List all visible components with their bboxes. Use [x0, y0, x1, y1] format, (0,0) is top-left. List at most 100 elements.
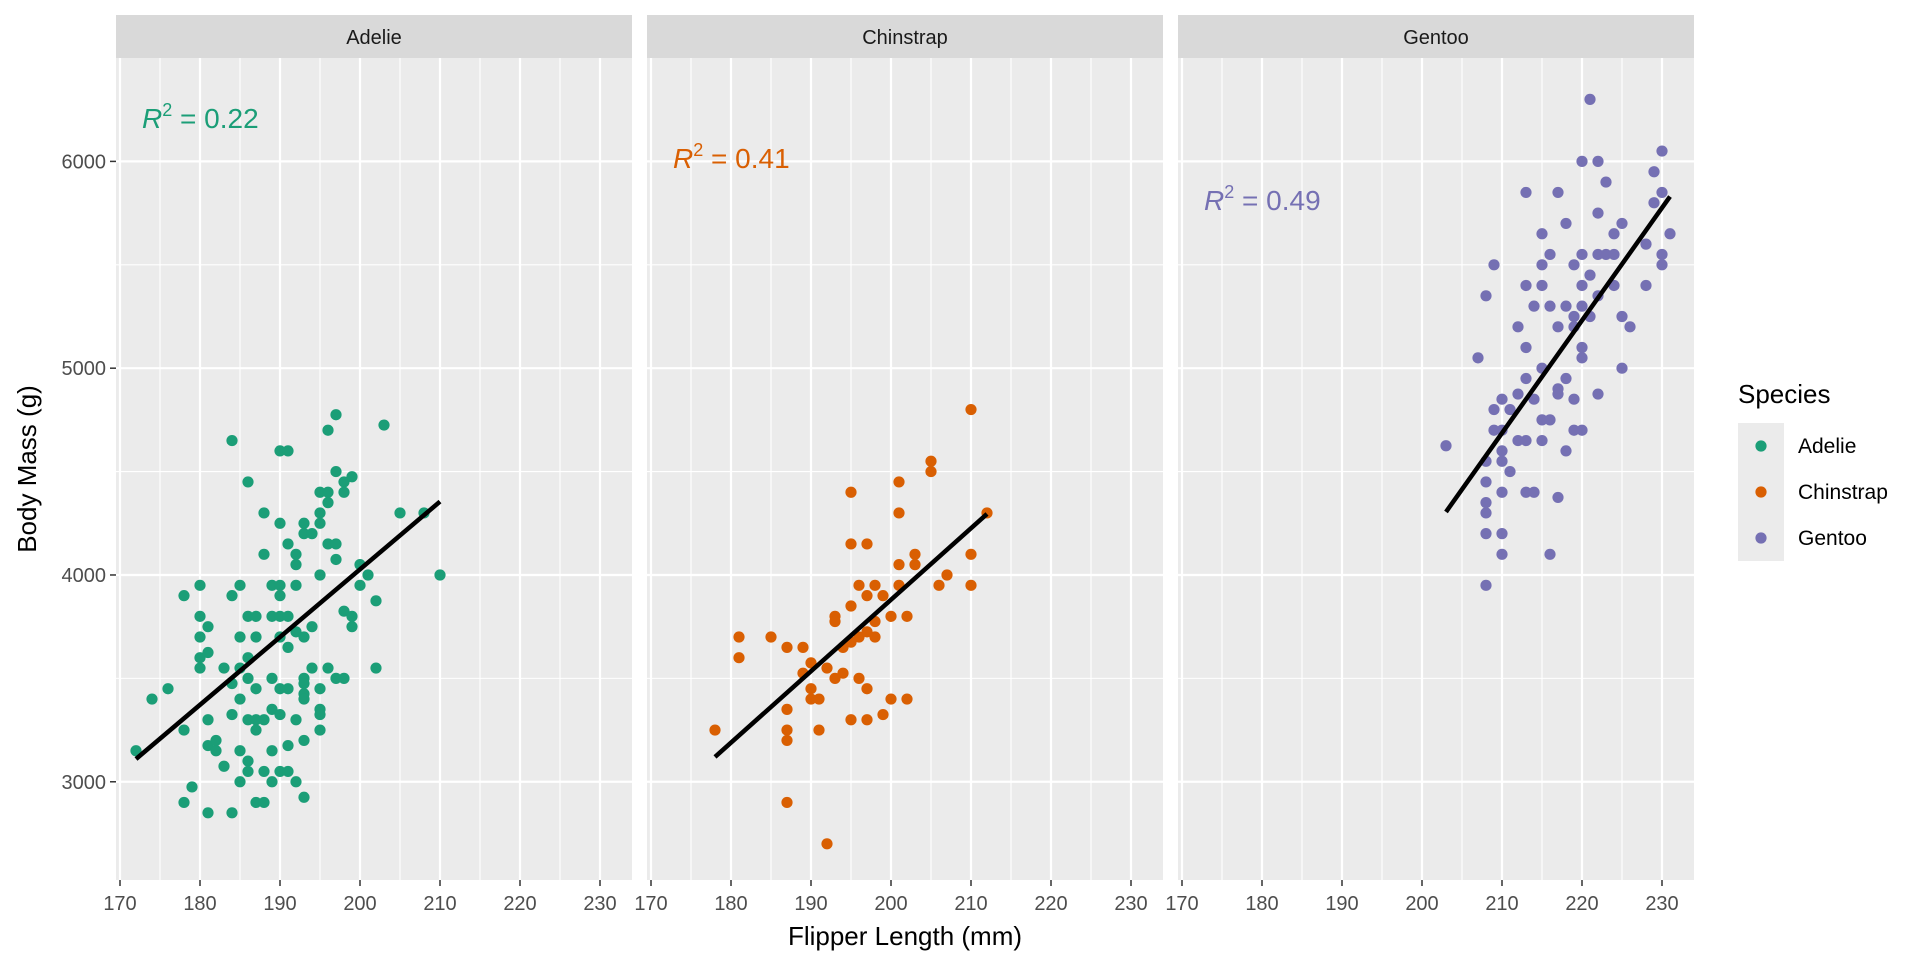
data-point	[1576, 341, 1588, 354]
x-tick-label: 210	[954, 893, 987, 915]
data-point	[178, 590, 190, 602]
data-point	[290, 714, 302, 726]
data-point	[346, 610, 358, 622]
data-point	[274, 590, 286, 602]
data-point	[781, 641, 793, 653]
data-point	[1480, 476, 1492, 488]
data-point	[1480, 290, 1492, 302]
data-point	[330, 672, 342, 684]
data-point	[250, 796, 262, 809]
data-point	[893, 507, 905, 519]
data-point	[282, 765, 294, 778]
data-point	[234, 745, 246, 757]
data-point	[314, 683, 326, 695]
data-point	[1488, 259, 1500, 271]
data-point	[1592, 388, 1604, 400]
data-point	[242, 672, 254, 684]
data-point	[781, 734, 793, 747]
data-point	[1560, 445, 1572, 457]
data-point	[258, 507, 270, 519]
data-point	[1608, 248, 1620, 261]
data-point	[314, 708, 326, 721]
data-point	[282, 683, 294, 695]
data-point	[965, 579, 977, 591]
data-point	[1496, 486, 1508, 498]
data-point	[202, 646, 214, 659]
data-point	[837, 667, 849, 679]
data-point	[274, 683, 286, 695]
data-point	[234, 631, 246, 643]
data-point	[1576, 352, 1588, 364]
data-point	[234, 579, 246, 591]
data-point	[322, 662, 334, 674]
x-tick-label: 180	[183, 893, 216, 915]
data-point	[314, 486, 326, 498]
y-axis-title: Body Mass (g)	[12, 385, 42, 553]
data-point	[1480, 497, 1492, 509]
data-point	[258, 714, 270, 726]
data-point	[242, 610, 254, 622]
x-tick-label: 180	[714, 893, 747, 915]
x-tick-label: 170	[634, 893, 667, 915]
data-point	[338, 605, 350, 617]
data-point	[234, 693, 246, 705]
x-tick-label: 210	[1485, 893, 1518, 915]
data-point	[146, 693, 158, 705]
data-point	[925, 455, 937, 467]
data-point	[1488, 403, 1500, 416]
data-point	[194, 652, 206, 664]
data-point	[1592, 155, 1604, 167]
data-point	[322, 538, 334, 550]
data-point	[178, 724, 190, 736]
data-point	[322, 486, 334, 498]
data-point	[781, 796, 793, 809]
data-point	[909, 559, 921, 571]
data-point	[1496, 455, 1508, 467]
data-point	[298, 517, 310, 529]
data-point	[434, 569, 446, 581]
data-point	[1584, 269, 1596, 281]
data-point	[821, 838, 833, 850]
data-point	[314, 507, 326, 519]
data-point	[298, 528, 310, 540]
data-point	[933, 579, 945, 591]
data-point	[901, 610, 913, 622]
data-point	[306, 662, 318, 674]
data-point	[314, 569, 326, 581]
panel-background	[647, 58, 1163, 880]
data-point	[1640, 279, 1652, 292]
legend-label: Chinstrap	[1798, 481, 1888, 504]
data-point	[1648, 166, 1660, 178]
x-tick-label: 190	[794, 893, 827, 915]
data-point	[1528, 300, 1540, 312]
data-point	[1504, 465, 1516, 478]
x-tick-label: 170	[103, 893, 136, 915]
data-point	[1544, 548, 1556, 560]
data-point	[1496, 393, 1508, 405]
data-point	[306, 528, 318, 540]
x-tick-label: 200	[343, 893, 376, 915]
x-tick-label: 230	[1114, 893, 1147, 915]
data-point	[226, 708, 238, 721]
data-point	[909, 548, 921, 560]
data-point	[1600, 176, 1612, 188]
data-point	[226, 807, 238, 819]
data-point	[1600, 248, 1612, 261]
data-point	[194, 579, 206, 591]
data-point	[805, 683, 817, 695]
data-point	[1552, 321, 1564, 333]
r-squared-annotation: R2 = 0.41	[673, 140, 790, 174]
data-point	[210, 734, 222, 747]
data-point	[346, 471, 358, 483]
data-point	[845, 714, 857, 726]
data-point	[709, 724, 721, 736]
data-point	[1536, 259, 1548, 271]
data-point	[274, 517, 286, 529]
data-point	[178, 796, 190, 809]
data-point	[1496, 528, 1508, 540]
data-point	[797, 641, 809, 653]
regression-line	[713, 512, 989, 759]
data-point	[266, 579, 278, 591]
data-point	[282, 739, 294, 752]
data-point	[242, 765, 254, 778]
